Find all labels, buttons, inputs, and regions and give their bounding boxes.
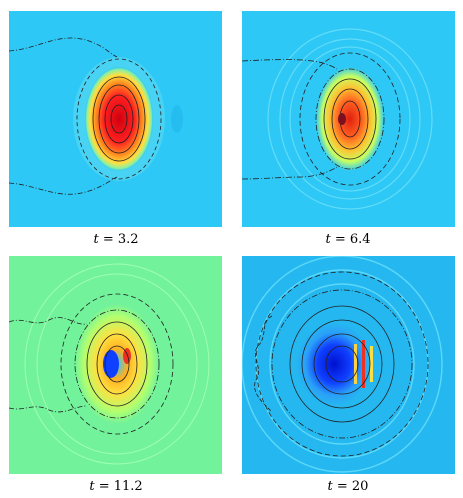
red-spot — [123, 348, 131, 364]
caption-value: = 3.2 — [102, 232, 139, 247]
caption-value: = 20 — [336, 479, 369, 494]
contour-lower — [9, 405, 88, 413]
caption-variable: t — [327, 479, 333, 494]
caption-t-6-4: t = 6.4 — [238, 232, 458, 247]
caption-t-11-2: t = 11.2 — [6, 479, 226, 494]
contour-upper — [9, 37, 118, 58]
field-plot-t-11-2 — [9, 256, 222, 474]
pulse-core — [85, 67, 153, 171]
panel-t-11-2 — [9, 256, 222, 474]
panel-t-6-4 — [242, 11, 455, 227]
panel-t-20 — [242, 256, 455, 474]
caption-value: = 11.2 — [98, 479, 143, 494]
contour-lower — [9, 176, 118, 195]
field-plot-t-6-4 — [242, 11, 455, 227]
front-stripes — [354, 340, 373, 388]
wake-blob — [171, 105, 183, 133]
wave-rings — [24, 263, 210, 465]
caption-t-20: t = 20 — [238, 479, 458, 494]
contour-left — [254, 315, 273, 413]
wave-rings — [267, 28, 433, 210]
caption-t-3-2: t = 3.2 — [6, 232, 226, 247]
field-plot-t-20 — [242, 256, 455, 474]
caption-variable: t — [325, 232, 331, 247]
field-plot-t-3-2 — [9, 11, 222, 227]
pulse-core — [316, 67, 384, 171]
contour-upper — [9, 317, 88, 325]
caption-variable: t — [89, 479, 95, 494]
pulse-core — [296, 322, 372, 406]
panel-t-3-2 — [9, 11, 222, 227]
center-spot — [338, 113, 346, 125]
contour-upper — [242, 59, 338, 70]
caption-variable: t — [93, 232, 99, 247]
contours — [60, 293, 174, 435]
center-spot — [103, 350, 119, 378]
contours — [76, 58, 162, 180]
contours — [255, 271, 429, 457]
contour-lower — [242, 166, 338, 180]
caption-value: = 6.4 — [334, 232, 371, 247]
contours — [299, 52, 401, 186]
